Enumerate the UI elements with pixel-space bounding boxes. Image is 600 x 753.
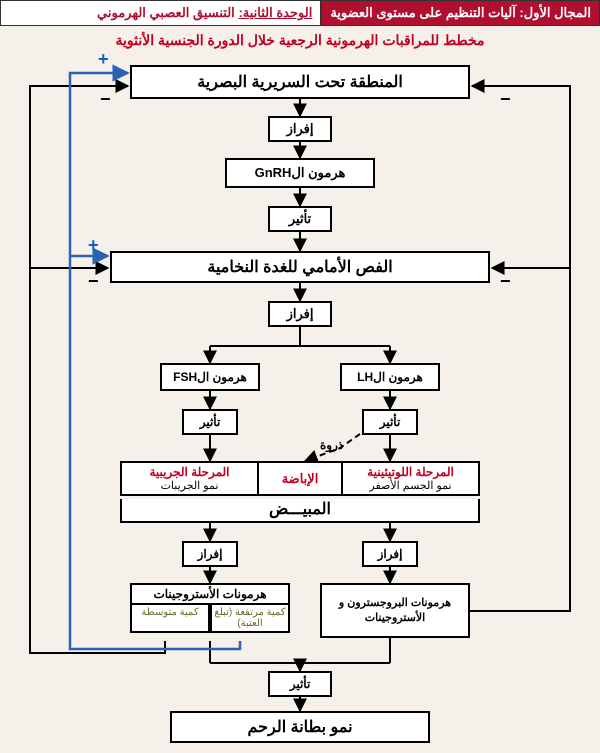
progesterone-box: هرمونات البروجسترون و الأستروجينات: [320, 583, 470, 638]
effect-lh: تأثير: [362, 409, 418, 435]
ovulation-cell: الإباضة: [259, 461, 341, 496]
header-unit: الوحدة الثانية: التنسيق العصبي الهرموني: [0, 0, 321, 26]
diagram-canvas: + − + − − − المنطقة تحت السريرية البصرية…: [0, 53, 600, 753]
header-field: المجال الأول: آليات التنظيم على مستوى ال…: [321, 0, 600, 26]
estrogen-box: هرمونات الأستروجينات كمية مرتفعة (تبلغ ا…: [130, 583, 290, 633]
header-unit-label: الوحدة الثانية:: [238, 5, 312, 20]
plus-sign: +: [88, 235, 99, 256]
diagram-title: مخطط للمراقبات الهرمونية الرجعية خلال ال…: [0, 32, 600, 49]
gnrh-node: هرمون الGnRH: [225, 158, 375, 188]
endometrium-node: نمو بطانة الرحم: [170, 711, 430, 743]
follicular-cell: المرحلة الجريبية نمو الجريبات: [120, 461, 259, 496]
minus-sign: −: [88, 271, 99, 292]
follicular-title: المرحلة الجريبية: [126, 465, 253, 479]
minus-sign: −: [100, 89, 111, 110]
secrete-follic: إفراز: [182, 541, 238, 567]
zarwa-label: ذروة: [320, 438, 343, 452]
luteal-title: المرحلة اللوتيئينية: [347, 465, 474, 479]
luteal-cell: المرحلة اللوتيئينية نمو الجسم الأصفر: [341, 461, 480, 496]
minus-sign: −: [500, 89, 511, 110]
estrogen-mid: كمية متوسطة: [130, 605, 210, 633]
estrogen-title: هرمونات الأستروجينات: [130, 583, 290, 605]
ovary-row: المرحلة اللوتيئينية نمو الجسم الأصفر الإ…: [120, 461, 480, 496]
secrete-luteal: إفراز: [362, 541, 418, 567]
header-bar: المجال الأول: آليات التنظيم على مستوى ال…: [0, 0, 600, 26]
hypothalamus-node: المنطقة تحت السريرية البصرية: [130, 65, 470, 99]
lh-node: هرمون الLH: [340, 363, 440, 391]
follicular-sub: نمو الجريبات: [126, 479, 253, 492]
estrogen-high: كمية مرتفعة (تبلغ العتبة): [210, 605, 290, 633]
effect-fsh: تأثير: [182, 409, 238, 435]
plus-sign: +: [98, 49, 109, 70]
pituitary-node: الفص الأمامي للغدة النخامية: [110, 251, 490, 283]
secrete-node: إفراز: [268, 116, 332, 142]
ovulation-label: الإباضة: [282, 471, 319, 487]
effect-node: تأثير: [268, 206, 332, 232]
ovary-label: المبيـــض: [120, 499, 480, 523]
header-unit-text: التنسيق العصبي الهرموني: [97, 5, 235, 20]
minus-sign: −: [500, 271, 511, 292]
fsh-node: هرمون الFSH: [160, 363, 260, 391]
effect-endo: تأثير: [268, 671, 332, 697]
luteal-sub: نمو الجسم الأصفر: [347, 479, 474, 492]
secrete-node-2: إفراز: [268, 301, 332, 327]
